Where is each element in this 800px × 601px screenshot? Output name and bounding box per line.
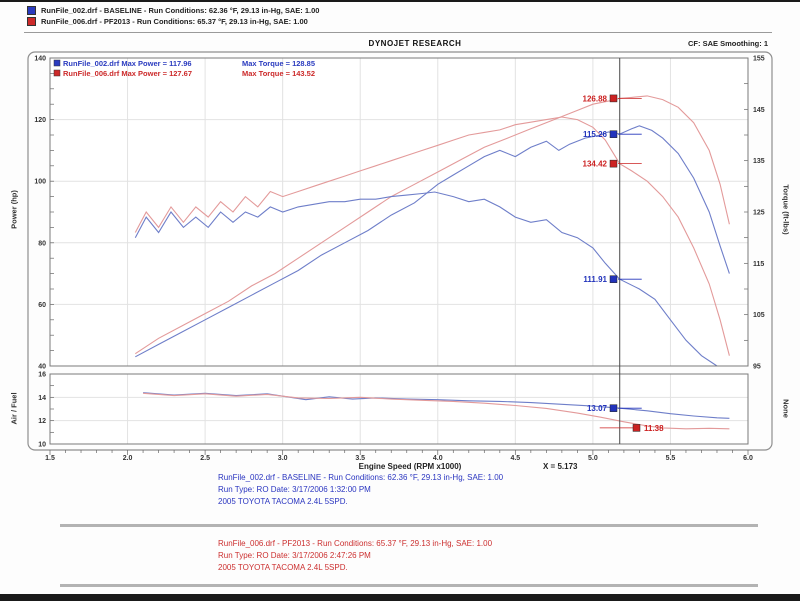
footer-pf2013-line3: 2005 TOYOTA TACOMA 2.4L 5SPD. [218, 563, 348, 572]
header-run-baseline-text: RunFile_002.drf - BASELINE - Run Conditi… [41, 5, 320, 15]
baseline-af-curve [143, 392, 730, 419]
svg-text:126.88: 126.88 [583, 94, 608, 103]
callout-marker-icon [609, 130, 618, 138]
footer-divider-2 [60, 584, 758, 587]
callout-marker-icon [632, 424, 641, 432]
header-divider [24, 32, 772, 33]
top-border [0, 0, 800, 2]
svg-text:4.5: 4.5 [510, 455, 520, 462]
svg-text:40: 40 [38, 364, 46, 371]
power-axis-title: Power (hp) [9, 190, 19, 229]
chart-outer-border [27, 51, 773, 451]
svg-text:135: 135 [753, 158, 765, 165]
main-series-group [134, 95, 730, 366]
footer-baseline-line2: Run Type: RO Date: 3/17/2006 1:32:00 PM [218, 485, 371, 494]
header-run-baseline: RunFile_002.drf - BASELINE - Run Conditi… [27, 5, 319, 15]
af-series-group [143, 392, 730, 430]
correction-smoothing-label: CF: SAE Smoothing: 1 [688, 39, 768, 48]
af-panel-bg [50, 374, 748, 444]
header-run-pf2013-text: RunFile_006.drf - PF2013 - Run Condition… [41, 16, 308, 26]
tick-labels: 140 120 100 80 60 40 155 145 135 125 115 105 95 16 14 1… [34, 56, 764, 463]
svg-text:145: 145 [753, 107, 765, 114]
svg-text:80: 80 [38, 240, 46, 247]
main-panel-bg [50, 58, 748, 366]
plot-legend: RunFile_002.drf Max Power = 117.96 Max To… [53, 59, 315, 78]
svg-text:3.0: 3.0 [278, 455, 288, 462]
pf2013-af-curve [143, 392, 730, 430]
torque-axis-title: Torque (ft-lbs) [781, 184, 791, 235]
cursor-callouts: 126.88 115.26 134.42 111.91 13.07 11.38 [583, 94, 665, 432]
footer-pf2013-block: RunFile_006.drf - PF2013 - Run Condition… [218, 538, 492, 574]
footer-baseline-line3: 2005 TOYOTA TACOMA 2.4L 5SPD. [218, 497, 348, 506]
footer-pf2013-line2: Run Type: RO Date: 3/17/2006 2:47:26 PM [218, 551, 371, 560]
footer-baseline-line1: RunFile_002.drf - BASELINE - Run Conditi… [218, 473, 504, 482]
svg-text:140: 140 [34, 56, 46, 63]
baseline-power-curve [135, 125, 730, 358]
callout-marker-icon [609, 404, 618, 412]
svg-text:115: 115 [753, 261, 764, 268]
svg-text:2.5: 2.5 [200, 455, 210, 462]
svg-text:13.07: 13.07 [587, 404, 608, 413]
svg-text:5.0: 5.0 [588, 455, 598, 462]
dynojet-title: DYNOJET RESEARCH [368, 39, 462, 48]
main-panel-frame [49, 57, 749, 367]
svg-text:RunFile_002.drf Max Power = 11: RunFile_002.drf Max Power = 117.96 [63, 59, 192, 68]
svg-text:134.42: 134.42 [583, 160, 608, 169]
bottom-border [0, 594, 800, 601]
svg-text:60: 60 [38, 302, 46, 309]
header-run-pf2013: RunFile_006.drf - PF2013 - Run Condition… [27, 16, 308, 26]
svg-text:155: 155 [753, 56, 765, 63]
svg-text:Max Torque = 143.52: Max Torque = 143.52 [242, 69, 315, 78]
footer-pf2013-line1: RunFile_006.drf - PF2013 - Run Condition… [218, 539, 493, 548]
pf2013-power-curve [134, 95, 730, 355]
svg-text:2.0: 2.0 [123, 455, 133, 462]
svg-text:105: 105 [753, 312, 765, 319]
svg-text:3.5: 3.5 [355, 455, 365, 462]
svg-text:95: 95 [753, 364, 761, 371]
svg-text:16: 16 [38, 372, 46, 379]
footer-baseline-block: RunFile_002.drf - BASELINE - Run Conditi… [218, 472, 503, 508]
baseline-swatch-icon [27, 5, 36, 15]
af-panel-frame [49, 373, 749, 445]
airfuel-axis-title: Air / Fuel [9, 392, 19, 425]
svg-text:115.26: 115.26 [583, 130, 608, 139]
plot-legend-swatch-icon [53, 59, 61, 67]
svg-text:Max Torque = 128.85: Max Torque = 128.85 [242, 59, 315, 68]
callout-marker-icon [609, 275, 618, 283]
svg-text:100: 100 [34, 179, 46, 186]
callout-marker-icon [609, 159, 618, 168]
baseline-torque-curve [134, 191, 718, 366]
svg-text:120: 120 [34, 117, 46, 124]
plot-legend-swatch-icon [53, 69, 61, 77]
svg-text:1.5: 1.5 [45, 455, 55, 462]
svg-text:14: 14 [38, 395, 46, 402]
svg-text:6.0: 6.0 [743, 455, 753, 462]
svg-text:125: 125 [753, 210, 765, 217]
airfuel-right-axis-title: None [781, 399, 791, 418]
x-axis-title: Engine Speed (RPM x1000) [358, 462, 462, 471]
svg-text:4.0: 4.0 [433, 455, 443, 462]
cursor-x-readout: X = 5.173 [543, 462, 578, 471]
svg-text:10: 10 [38, 442, 46, 449]
pf2013-swatch-icon [27, 16, 36, 26]
callout-marker-icon [609, 94, 618, 103]
footer-divider-1 [60, 524, 758, 527]
svg-text:12: 12 [38, 418, 46, 425]
svg-text:RunFile_006.drf Max Power = 12: RunFile_006.drf Max Power = 127.67 [63, 69, 192, 78]
pf2013-torque-curve [134, 116, 730, 356]
svg-text:111.91: 111.91 [583, 275, 607, 284]
svg-text:11.38: 11.38 [644, 424, 664, 433]
svg-text:5.5: 5.5 [666, 455, 676, 462]
